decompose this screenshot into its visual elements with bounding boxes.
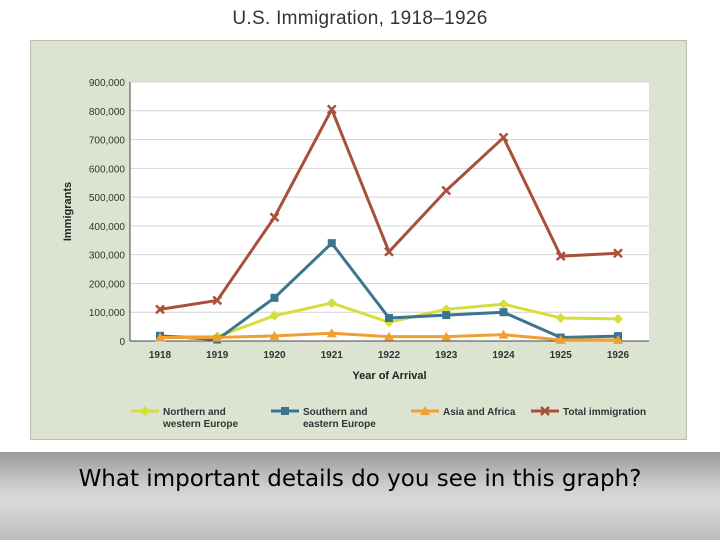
x-tick-label: 1924: [492, 350, 515, 361]
y-axis-title: Immigrants: [62, 182, 74, 241]
y-tick-label: 600,000: [89, 164, 126, 175]
x-axis-title: Year of Arrival: [352, 370, 426, 382]
x-tick-label: 1926: [607, 350, 630, 361]
x-tick-label: 1922: [378, 350, 401, 361]
data-point: [269, 310, 280, 321]
data-point: [155, 304, 165, 315]
data-point: [499, 308, 508, 317]
y-tick-label: 300,000: [89, 251, 126, 262]
y-tick-label: 700,000: [89, 136, 126, 147]
data-point: [327, 239, 336, 248]
data-point: [555, 312, 566, 323]
legend-marker: [420, 406, 430, 415]
data-point: [613, 248, 623, 259]
chart-frame: 0 100,000 200,000 300,000 400,000 500,000 600,…: [30, 40, 687, 440]
immigration-line-chart: 0 100,000 200,000 300,000 400,000 500,000 600,…: [62, 78, 649, 430]
x-tick-label: 1925: [550, 350, 573, 361]
legend-marker: [281, 407, 289, 415]
data-point: [384, 331, 394, 341]
caption-band: [0, 452, 720, 540]
data-point: [442, 311, 451, 320]
data-point: [441, 331, 452, 341]
data-point: [269, 330, 280, 340]
y-tick-label: 500,000: [89, 193, 126, 204]
x-tick-label: 1918: [149, 350, 172, 361]
legend-label: Northern and: [163, 407, 226, 418]
data-point: [326, 298, 337, 309]
plot-area: [130, 82, 649, 341]
y-tick-label: 0: [119, 337, 125, 348]
data-point: [555, 334, 566, 344]
data-point: [269, 212, 280, 223]
x-tick-label: 1919: [206, 350, 229, 361]
data-point: [441, 185, 452, 196]
y-tick-label: 800,000: [89, 107, 126, 118]
x-tick-label: 1920: [263, 350, 286, 361]
data-point: [498, 132, 509, 143]
data-point: [498, 299, 509, 310]
y-tick-label: 100,000: [89, 308, 126, 319]
data-point: [613, 334, 623, 344]
legend-label: Southern and: [303, 407, 367, 418]
y-tick-label: 400,000: [89, 222, 126, 233]
data-point: [498, 329, 509, 339]
data-point: [326, 104, 337, 115]
data-point: [384, 246, 394, 257]
data-point: [212, 332, 223, 342]
legend-marker: [140, 406, 150, 416]
data-point: [270, 293, 279, 302]
data-point: [155, 332, 165, 342]
legend-label: Asia and Africa: [443, 407, 516, 418]
data-point: [385, 313, 393, 322]
data-point: [555, 251, 566, 261]
legend-label: eastern Europe: [303, 419, 376, 430]
legend-label: Total immigration: [563, 407, 646, 418]
slide-title: U.S. Immigration, 1918–1926: [232, 8, 488, 29]
data-point: [326, 328, 337, 338]
data-point: [212, 295, 223, 306]
y-tick-label: 200,000: [89, 279, 126, 290]
legend-label: western Europe: [162, 419, 238, 430]
legend-marker: [540, 406, 550, 416]
x-tick-label: 1921: [321, 350, 344, 361]
y-tick-label: 900,000: [89, 78, 126, 89]
data-point: [613, 313, 623, 324]
slide-caption: What important details do you see in thi…: [78, 466, 642, 492]
x-tick-label: 1923: [435, 350, 458, 361]
